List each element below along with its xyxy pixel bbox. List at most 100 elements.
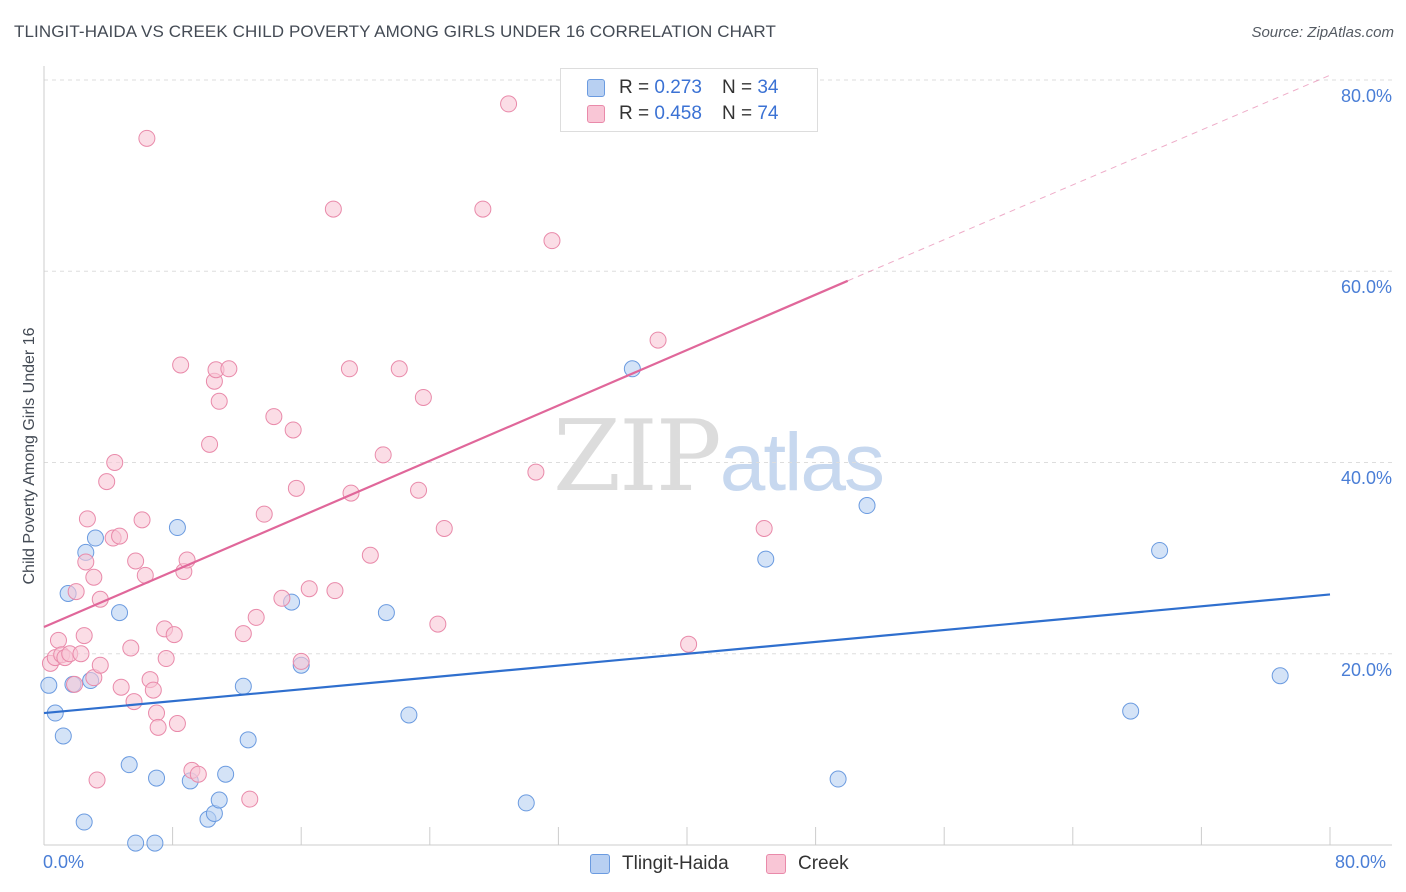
- bottom-legend-swatch-tlingit: [590, 854, 610, 874]
- creek-point: [168, 715, 186, 733]
- y-tick-label-40: 40.0%: [1340, 468, 1392, 488]
- creek-point: [390, 360, 408, 378]
- legend-n-value: 34: [757, 77, 779, 98]
- legend-n-label: N =: [721, 77, 753, 98]
- creek-point: [75, 627, 93, 645]
- grid-lines: [44, 79, 1392, 655]
- tlingit-haida-point: [829, 770, 847, 788]
- creek-point: [148, 704, 166, 722]
- creek-point: [201, 435, 219, 453]
- creek-point: [72, 645, 90, 663]
- creek-point: [149, 718, 167, 736]
- creek-point: [77, 553, 95, 571]
- legend-r-label: R =: [619, 77, 650, 98]
- legend-n-value: 74: [757, 103, 779, 124]
- watermark-zip: ZIP: [553, 400, 722, 514]
- tlingit-haida-point: [127, 834, 145, 852]
- tlingit-haida-point: [86, 529, 104, 547]
- creek-point: [410, 481, 428, 499]
- creek-point: [122, 639, 140, 657]
- legend-r-value: 0.273: [654, 77, 702, 98]
- creek-point: [287, 479, 305, 497]
- legend-row-tlingit: R = 0.273 N = 34: [587, 77, 778, 99]
- x-tick-label-80: 80.0%: [1335, 852, 1387, 872]
- tlingit-haida-point: [75, 813, 93, 831]
- creek-point: [91, 656, 109, 674]
- creek-point: [241, 790, 259, 808]
- y-tick-label-60: 60.0%: [1340, 277, 1392, 297]
- creek-point: [649, 331, 667, 349]
- creek-trend-extension: [847, 74, 1331, 282]
- chart-title: TLINGIT-HAIDA VS CREEK CHILD POVERTY AMO…: [14, 22, 776, 41]
- trend-lines: [43, 74, 1331, 715]
- creek-point: [234, 625, 252, 643]
- creek-point: [340, 360, 358, 378]
- creek-point: [474, 200, 492, 218]
- creek-point: [111, 527, 129, 545]
- creek-point: [300, 580, 318, 598]
- creek-point: [66, 675, 84, 693]
- creek-point: [435, 519, 453, 537]
- legend-n-label: N =: [721, 103, 753, 124]
- creek-point: [67, 583, 85, 601]
- creek-point: [78, 510, 96, 528]
- creek-point: [127, 552, 145, 570]
- creek-point: [112, 678, 130, 696]
- tlingit-haida-point: [1151, 541, 1169, 559]
- creek-point: [220, 360, 238, 378]
- legend-r-value: 0.458: [654, 103, 702, 124]
- creek-point: [88, 771, 106, 789]
- creek-point: [106, 454, 124, 471]
- creek-point: [755, 519, 773, 537]
- bottom-legend-swatch-creek: [766, 854, 786, 874]
- tlingit-haida-point: [757, 550, 775, 568]
- tlingit-haida-points: [40, 360, 1289, 852]
- creek-point: [326, 582, 344, 600]
- bottom-legend-creek: Creek: [766, 851, 849, 877]
- creek-trend-line: [43, 279, 849, 628]
- bottom-legend-label-creek: Creek: [798, 853, 849, 874]
- y-tick-label-20: 20.0%: [1340, 660, 1392, 680]
- legend-swatch-creek: [587, 105, 605, 123]
- creek-point: [189, 765, 207, 783]
- creek-point: [292, 652, 310, 670]
- tlingit-haida-point: [1122, 702, 1140, 720]
- creek-points: [41, 95, 773, 808]
- creek-point: [414, 388, 432, 406]
- creek-point: [255, 505, 273, 523]
- creek-point: [138, 129, 156, 147]
- creek-point: [133, 511, 151, 529]
- creek-point: [284, 421, 302, 439]
- creek-point: [680, 635, 698, 653]
- creek-point: [361, 546, 379, 564]
- tlingit-haida-point: [217, 765, 235, 783]
- tlingit-haida-point: [858, 497, 876, 515]
- source-label: Source: ZipAtlas.com: [1251, 24, 1394, 41]
- creek-point: [85, 568, 103, 586]
- tlingit-haida-point: [1271, 667, 1289, 685]
- creek-point: [273, 589, 291, 607]
- creek-point: [265, 408, 283, 426]
- creek-point: [210, 392, 228, 410]
- creek-point: [157, 650, 175, 668]
- tlingit-haida-point: [168, 519, 186, 537]
- correlation-legend: R = 0.273 N = 34 R = 0.458 N = 74: [560, 68, 818, 132]
- creek-point: [527, 463, 545, 481]
- bottom-legend-label-tlingit: Tlingit-Haida: [622, 853, 729, 874]
- creek-point: [49, 631, 67, 649]
- legend-r-label: R =: [619, 103, 650, 124]
- creek-point: [98, 473, 116, 491]
- creek-point: [165, 626, 183, 644]
- tlingit-haida-point: [377, 604, 395, 622]
- tlingit-haida-point: [54, 727, 72, 745]
- tlingit-haida-point: [146, 834, 164, 852]
- legend-swatch-tlingit: [587, 79, 605, 97]
- y-axis-label: Child Poverty Among Girls Under 16: [21, 327, 38, 585]
- x-tick-label-0: 0.0%: [43, 852, 85, 872]
- creek-point: [144, 681, 162, 699]
- tlingit-haida-point: [400, 706, 418, 724]
- tlingit-haida-trend-line: [43, 593, 1331, 715]
- tlingit-haida-point: [148, 769, 166, 787]
- creek-point: [172, 356, 190, 374]
